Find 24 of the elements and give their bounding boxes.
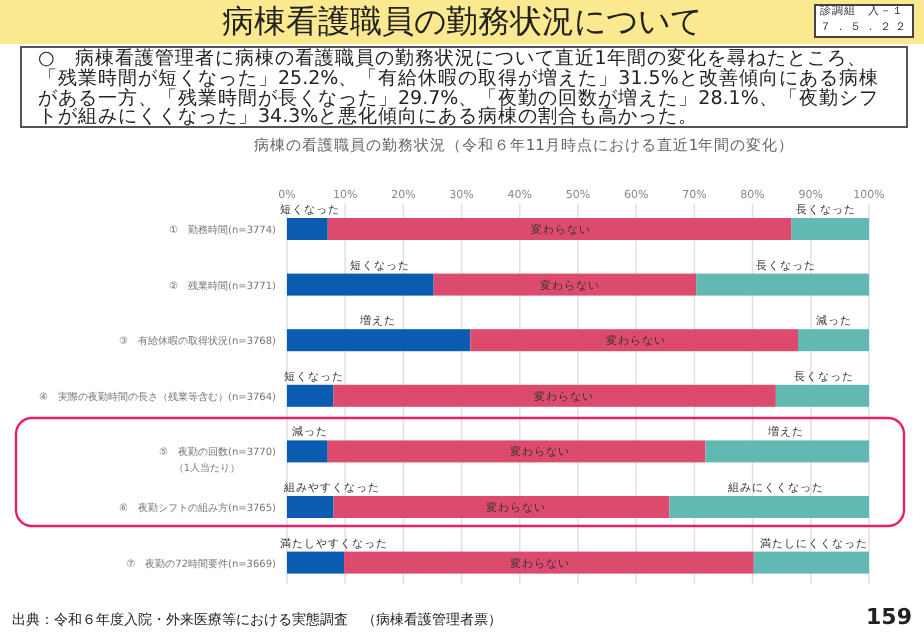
bar <box>753 551 869 574</box>
bar <box>287 218 328 240</box>
bar <box>696 273 869 296</box>
bar <box>433 273 697 296</box>
bar <box>775 384 869 407</box>
bar <box>344 551 754 574</box>
bar <box>669 496 869 518</box>
bar <box>287 384 334 407</box>
bar <box>287 496 334 518</box>
bar <box>791 218 869 240</box>
bar <box>287 273 434 296</box>
text: 159 <box>864 604 912 630</box>
bar <box>333 384 776 407</box>
bar <box>327 440 706 463</box>
text: ○ 病棟看護管理者に病棟の看護職員の勤務状況について直近1年間の変化を尋ねたところ、「残業時間が短くなった」25.2%、「有給休暇の取得が増えた」31.5%と改善傾向にある病棟がある一方、「残業時間が長くなった」29.7%、「夜勤の回数が増えた」28.1%、「夜勤シフトが組みにくくなった」34.3%と悪化傾向にある病棟の割合も高かった。 <box>20 46 908 129</box>
bar <box>705 440 869 463</box>
bar <box>470 329 798 352</box>
chart-title: 病棟看護職員の勤務状況について <box>222 2 702 40</box>
bar <box>327 218 792 240</box>
bar <box>287 551 345 574</box>
bar <box>287 329 471 352</box>
bar <box>333 496 670 518</box>
bar <box>798 329 869 352</box>
bar <box>287 440 328 463</box>
